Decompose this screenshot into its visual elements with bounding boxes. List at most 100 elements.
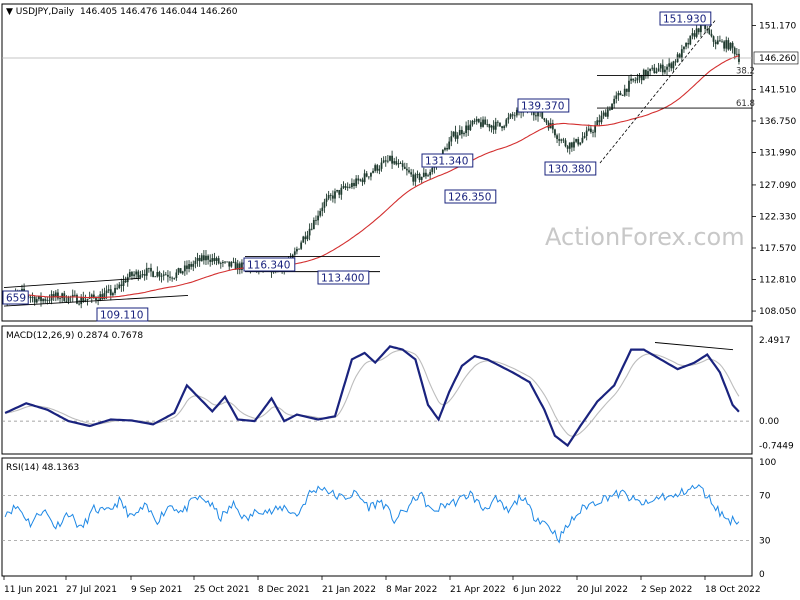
candle-body [323, 201, 326, 208]
candle-body [573, 141, 575, 148]
candle-body [393, 161, 396, 164]
candle-body [422, 172, 425, 177]
candle-body [395, 161, 398, 165]
candle-body [205, 255, 207, 261]
rsi-tick-label: 0 [759, 570, 765, 580]
candle-body [611, 103, 613, 110]
candle-body [687, 42, 690, 45]
candle-body [42, 299, 45, 302]
candle-body [391, 155, 393, 164]
watermark: ActionForex.com [545, 223, 745, 251]
candle-body [460, 129, 463, 135]
candle-body [587, 128, 590, 131]
candle-body [625, 88, 628, 92]
candle-body [511, 114, 514, 116]
candle-body [672, 61, 675, 69]
candle-body [501, 126, 503, 129]
candle-body [490, 125, 493, 128]
candle-body [623, 88, 626, 96]
candle-body [699, 21, 702, 33]
candle-body [634, 80, 637, 82]
candle-body [378, 168, 381, 171]
candle-body [329, 195, 332, 196]
candle-body [325, 198, 328, 202]
candle-body [410, 172, 413, 175]
candle-body [693, 33, 696, 37]
candle-body [67, 296, 70, 302]
candle-body [152, 271, 155, 277]
candle-body [164, 274, 167, 276]
candle-body [296, 248, 298, 252]
candle-body [598, 120, 601, 123]
candle-body [659, 64, 662, 69]
candle-body [338, 190, 341, 195]
candle-body [304, 236, 307, 240]
trendline-upper [3, 277, 141, 288]
candle-body [471, 120, 474, 125]
candle-body [420, 176, 423, 180]
candle-body [145, 268, 148, 276]
candle-body [353, 182, 355, 186]
candle-body [617, 93, 620, 96]
candle-body [116, 287, 119, 289]
candle-body [594, 125, 597, 133]
candle-body [226, 261, 229, 263]
candle-body [211, 258, 214, 262]
candle-body [321, 207, 324, 212]
price-label: 131.340 [425, 156, 468, 168]
candle-body [575, 139, 577, 142]
candle-body [431, 167, 434, 172]
candle-body [456, 135, 459, 139]
candle-body [596, 120, 599, 126]
candle-body [570, 142, 573, 148]
candle-body [76, 295, 78, 304]
price-label-box [659, 11, 712, 26]
candle-body [486, 124, 489, 126]
candle-body [655, 71, 658, 74]
candle-body [192, 263, 195, 267]
candle-body [57, 292, 59, 299]
candle-body [554, 129, 556, 136]
candle-body [475, 118, 478, 122]
candle-body [139, 275, 142, 278]
price-label: 151.930 [663, 14, 706, 26]
x-tick-label: 8 Dec 2021 [258, 585, 310, 595]
candle-body [399, 163, 402, 165]
candle-body [202, 255, 205, 261]
candle-body [150, 267, 152, 272]
candle-body [477, 118, 480, 123]
candle-body [370, 172, 372, 177]
candle-body [551, 123, 554, 130]
candle-body [198, 257, 201, 262]
price-label-box [421, 153, 474, 168]
candle-body [317, 215, 319, 221]
candle-body [416, 173, 419, 175]
rsi-line [4, 484, 740, 544]
candle-body [357, 178, 360, 181]
x-tick-label: 6 Jun 2022 [513, 585, 561, 595]
candle-body [44, 299, 47, 301]
candle-body [234, 261, 237, 270]
candle-body [568, 142, 571, 149]
candle-body [143, 274, 146, 276]
candle-body [171, 277, 174, 279]
price-tick-label: 141.510 [759, 85, 796, 95]
candle-body [418, 173, 421, 180]
candle-body [372, 170, 374, 173]
chart-title: ▼ USDJPY,Daily 146.405 146.476 146.044 14… [6, 7, 238, 17]
candle-body [657, 68, 660, 72]
trendline-lower [3, 295, 189, 307]
candle-body [499, 122, 501, 127]
x-tick-label: 8 Mar 2022 [386, 585, 437, 595]
macd-line [4, 345, 740, 448]
candle-body [386, 160, 389, 162]
candle-body [429, 171, 432, 176]
price-label: 659 [6, 293, 26, 305]
candle-body [342, 186, 345, 188]
candle-body [29, 297, 32, 298]
candle-body [298, 248, 300, 250]
candle-body [683, 46, 685, 50]
candle-body [71, 294, 74, 298]
candle-body [173, 278, 176, 279]
price-label: 126.350 [448, 192, 491, 204]
